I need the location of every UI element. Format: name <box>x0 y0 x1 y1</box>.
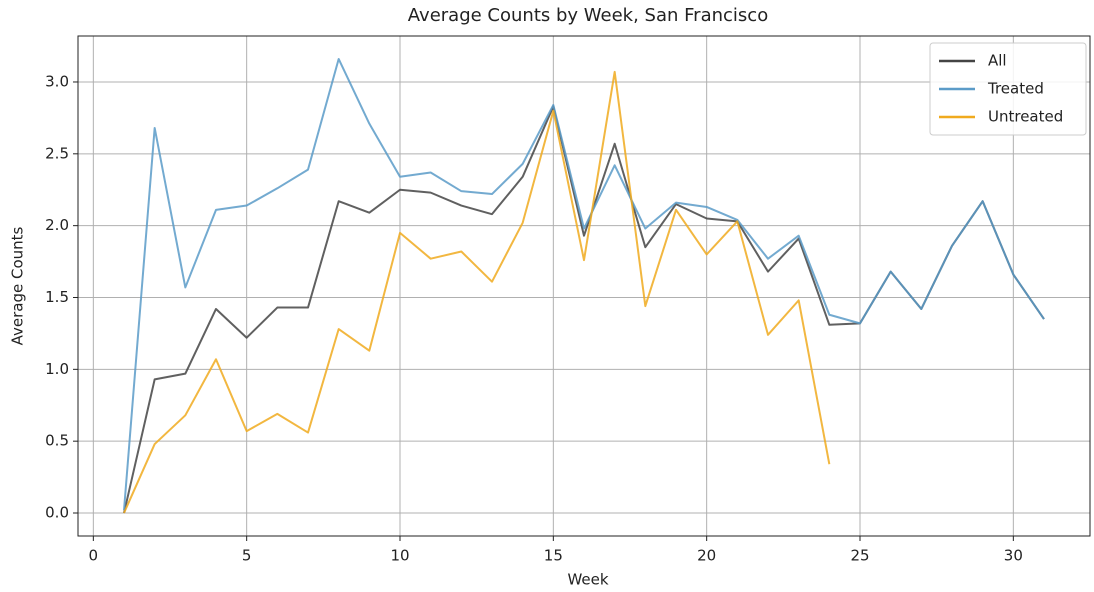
x-tick-label: 5 <box>242 547 252 565</box>
x-axis-label: Week <box>567 571 608 589</box>
series-line <box>123 70 831 514</box>
series-line <box>123 105 1045 514</box>
x-tick-label: 30 <box>1004 547 1023 565</box>
y-tick-label: 1.5 <box>45 288 69 306</box>
legend-box <box>929 42 1087 136</box>
legend-label: Untreated <box>988 108 1063 126</box>
x-tick-label: 10 <box>390 547 409 565</box>
y-axis-label: Average Counts <box>9 226 27 345</box>
y-tick-label: 1.0 <box>45 360 69 378</box>
series-line <box>123 57 1045 511</box>
plot-frame <box>77 35 1091 537</box>
legend: All Treated Untreated <box>929 42 1087 136</box>
y-tick-label: 2.0 <box>45 216 69 234</box>
x-tick-label: 20 <box>697 547 716 565</box>
x-tick-label: 15 <box>544 547 563 565</box>
y-tick-label: 0.5 <box>45 432 69 450</box>
x-tick-label: 25 <box>850 547 869 565</box>
chart-title: Average Counts by Week, San Francisco <box>408 5 768 26</box>
y-tick-label: 0.0 <box>45 504 69 522</box>
y-tick-label: 3.0 <box>45 72 69 90</box>
legend-label: All <box>988 52 1007 70</box>
y-tick-label: 2.5 <box>45 144 69 162</box>
x-tick-label: 0 <box>89 547 99 565</box>
legend-label: Treated <box>987 80 1044 98</box>
